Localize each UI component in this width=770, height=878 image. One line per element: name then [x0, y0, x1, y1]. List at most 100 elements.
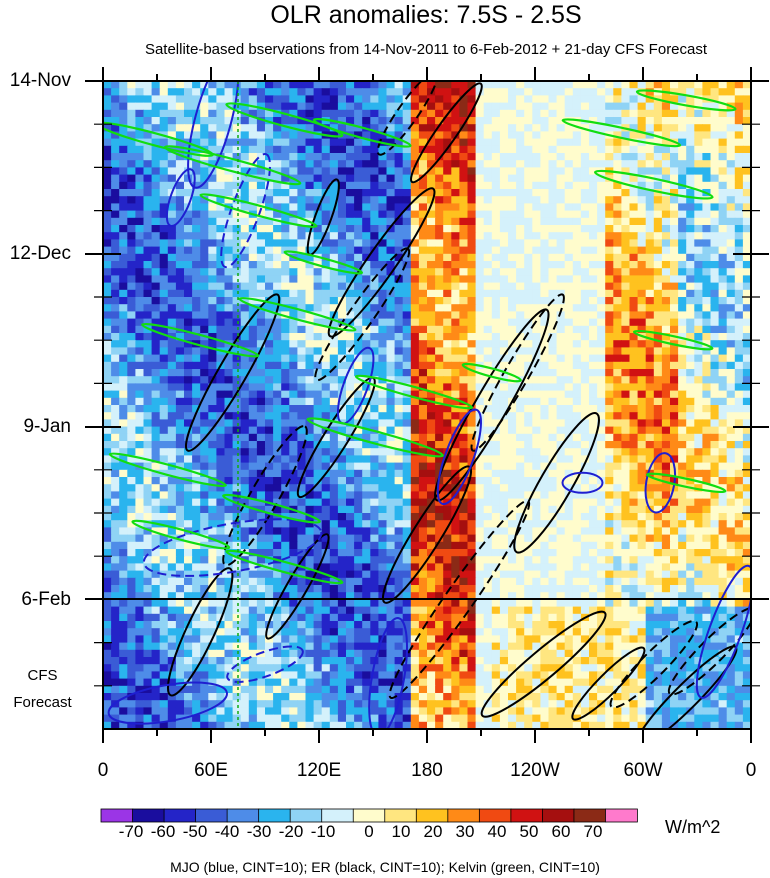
heatmap-cell [248, 484, 258, 492]
heatmap-cell [742, 109, 751, 118]
heatmap-cell [216, 217, 226, 226]
heatmap-cell [305, 81, 315, 89]
heatmap-cell [232, 225, 242, 233]
heatmap-cell [556, 325, 566, 334]
heatmap-cell [151, 354, 161, 363]
heatmap-cell [742, 405, 751, 413]
heatmap-cell [435, 405, 444, 413]
heatmap-cell [427, 210, 436, 219]
heatmap-cell [556, 282, 566, 291]
heatmap-cell [281, 210, 290, 219]
heatmap-cell [159, 225, 169, 233]
heatmap-cell [451, 498, 460, 507]
heatmap-cell [248, 469, 258, 478]
heatmap-cell [621, 232, 631, 240]
heatmap-cell [483, 217, 493, 226]
heatmap-cell [167, 513, 177, 521]
heatmap-cell [224, 304, 234, 312]
heatmap-cell [370, 318, 379, 327]
heatmap-cell [726, 160, 736, 168]
heatmap-cell [200, 261, 209, 269]
heatmap-cell [475, 189, 485, 197]
heatmap-cell [726, 131, 736, 140]
heatmap-cell [103, 246, 112, 255]
heatmap-cell [443, 469, 452, 478]
heatmap-cell [556, 412, 566, 420]
heatmap-cell [119, 491, 128, 500]
heatmap-cell [532, 282, 541, 291]
heatmap-cell [556, 354, 566, 363]
heatmap-cell [346, 117, 355, 125]
heatmap-cell [313, 513, 323, 521]
heatmap-cell [200, 203, 209, 212]
heatmap-cell [200, 81, 209, 89]
heatmap-cell [516, 397, 525, 406]
heatmap-cell [321, 174, 331, 183]
heatmap-cell [362, 361, 371, 370]
heatmap-cell [281, 189, 290, 197]
heatmap-cell [386, 484, 396, 492]
heatmap-cell [564, 275, 574, 284]
heatmap-cell [216, 304, 226, 312]
heatmap-cell [605, 88, 614, 96]
heatmap-cell [256, 325, 266, 334]
heatmap-cell [645, 361, 655, 370]
heatmap-cell [597, 354, 606, 363]
heatmap-cell [629, 505, 639, 514]
heatmap-cell [645, 390, 655, 399]
heatmap-cell [670, 217, 679, 226]
heatmap-cell [143, 275, 153, 284]
heatmap-cell [726, 361, 736, 370]
heatmap-cell [475, 455, 485, 464]
heatmap-cell [605, 268, 614, 276]
heatmap-cell [248, 527, 258, 536]
heatmap-cell [467, 477, 477, 485]
heatmap-cell [443, 138, 452, 147]
heatmap-cell [135, 340, 145, 348]
heatmap-cell [483, 225, 493, 233]
heatmap-cell [200, 369, 209, 377]
heatmap-cell [467, 513, 477, 521]
heatmap-cell [240, 145, 250, 154]
heatmap-cell [678, 340, 687, 348]
heatmap-cell [143, 527, 153, 536]
heatmap-cell [508, 232, 517, 240]
heatmap-cell [670, 117, 679, 125]
heatmap-cell [459, 275, 469, 284]
heatmap-cell [459, 383, 469, 392]
heatmap-cell [208, 203, 217, 212]
heatmap-cell [572, 210, 582, 219]
heatmap-cell [694, 426, 703, 435]
heatmap-cell [427, 390, 436, 399]
heatmap-cell [451, 462, 460, 471]
heatmap-cell [418, 376, 428, 384]
heatmap-cell [321, 88, 331, 96]
heatmap-cell [127, 81, 136, 89]
heatmap-cell [524, 189, 533, 197]
heatmap-cell [645, 275, 655, 284]
heatmap-cell [670, 153, 679, 161]
heatmap-cell [386, 189, 396, 197]
heatmap-cell [548, 210, 558, 219]
heatmap-cell [540, 340, 550, 348]
heatmap-cell [540, 469, 550, 478]
heatmap-cell [532, 477, 541, 485]
heatmap-cell [175, 426, 185, 435]
heatmap-cell [184, 246, 193, 255]
heatmap-cell [686, 268, 695, 276]
heatmap-cell [240, 138, 250, 147]
heatmap-cell [629, 462, 639, 471]
heatmap-cell [103, 469, 112, 478]
heatmap-cell [653, 261, 663, 269]
heatmap-cell [589, 491, 598, 500]
heatmap-cell [670, 397, 679, 406]
heatmap-cell [718, 369, 728, 377]
heatmap-cell [613, 196, 622, 204]
heatmap-cell [467, 102, 477, 111]
heatmap-cell [459, 304, 469, 312]
heatmap-cell [661, 124, 671, 132]
heatmap-cell [305, 153, 315, 161]
heatmap-cell [637, 167, 647, 176]
heatmap-cell [216, 383, 226, 392]
heatmap-cell [742, 491, 751, 500]
